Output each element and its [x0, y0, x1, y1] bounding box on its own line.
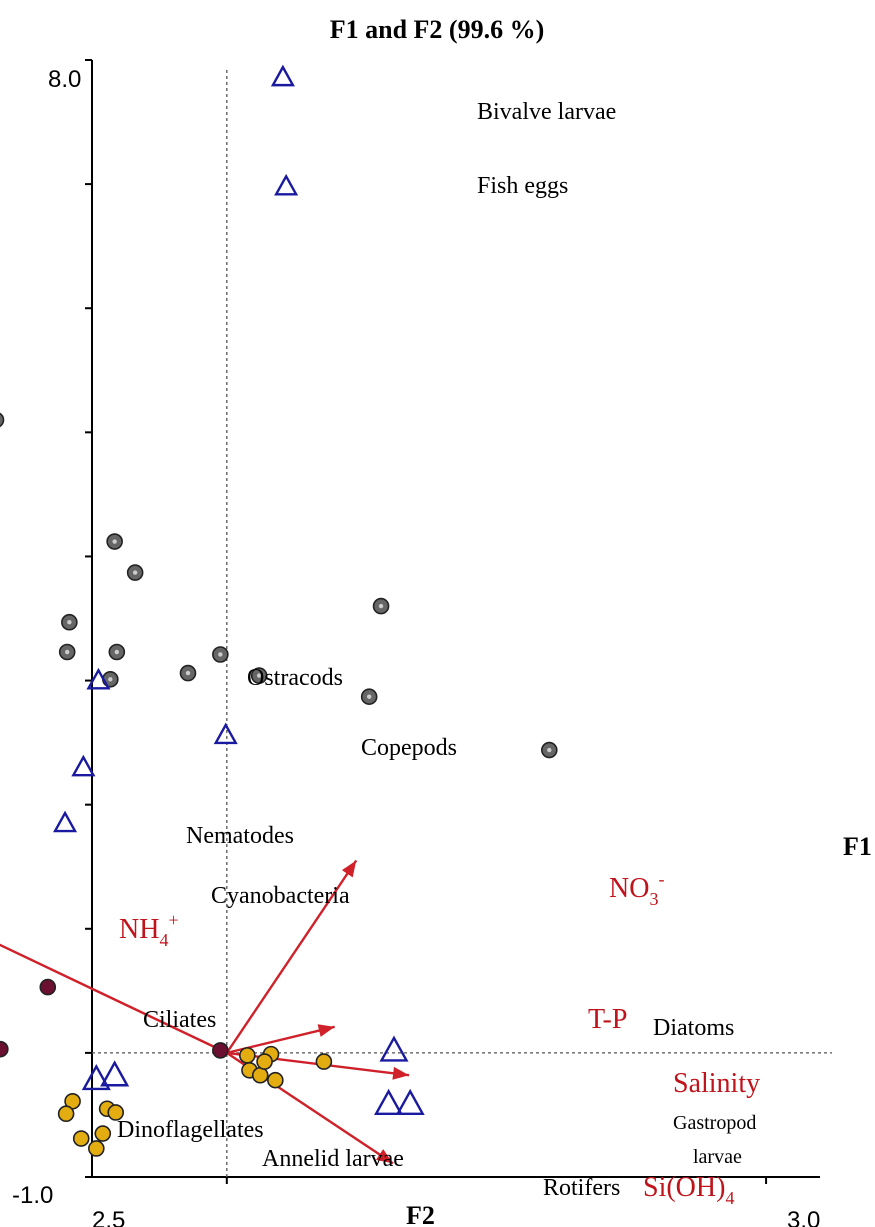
labels: Bivalve larvae Fish eggs Ostracods Copepods…: [117, 99, 760, 1208]
site-point-yellow: [72, 1130, 90, 1147]
species-marker-triangle: [52, 810, 78, 833]
site-point-highlight: [132, 570, 138, 575]
site-point-yellow: [251, 1066, 269, 1084]
vector-arrowhead: [341, 860, 357, 878]
species-marker-triangle: [395, 1088, 425, 1115]
site-point-maroon: [0, 1040, 9, 1058]
site-point-yellow: [239, 1047, 256, 1064]
site-point-maroon: [212, 1042, 229, 1059]
site-point-highlight: [185, 670, 191, 676]
species-marker-triangle: [86, 667, 111, 690]
site-point-highlight: [64, 649, 70, 655]
vector-arrowhead: [317, 1024, 335, 1037]
site-point-yellow: [107, 1104, 125, 1121]
species-marker-triangle: [81, 1063, 111, 1091]
vector-no3: [225, 859, 358, 1054]
site-points: [0, 412, 558, 1157]
site-point-highlight: [108, 677, 113, 682]
species-label: Dinoflagellates: [117, 1117, 264, 1143]
zero-lines: [92, 70, 832, 1177]
species-label: Copepods: [361, 735, 457, 761]
env-label-no3: NO3-: [609, 869, 664, 909]
species-label: Rotifers: [543, 1175, 620, 1201]
axis-ticks: [85, 59, 768, 1184]
env-label-sioh4: Si(OH)4: [643, 1172, 734, 1208]
site-point-yellow: [88, 1140, 105, 1157]
site-point-highlight: [114, 649, 120, 655]
vector-arrowhead: [375, 1149, 393, 1164]
site-point-highlight: [366, 694, 372, 699]
species-marker-triangle: [379, 1035, 409, 1062]
site-point-yellow: [57, 1105, 75, 1123]
site-point-yellow: [256, 1053, 273, 1070]
species-marker-triangle: [274, 173, 299, 196]
site-point-highlight: [256, 673, 262, 678]
species-marker-triangle: [374, 1088, 404, 1115]
y-axis-title: F2: [406, 1201, 435, 1227]
species-label: Nematodes: [186, 823, 294, 849]
x-tick-label-right: 3.0: [787, 1207, 820, 1227]
site-point-maroon: [39, 978, 57, 996]
species-label: Cyanobacteria: [211, 883, 350, 909]
site-point-highlight: [378, 603, 384, 609]
x-tick-label-left: 2.5: [92, 1207, 125, 1227]
vector-arrowhead: [392, 1066, 410, 1080]
species-label: Ciliates: [143, 1007, 216, 1033]
species-markers: [52, 64, 425, 1115]
species-label: Annelid larvae: [262, 1146, 404, 1172]
site-point-yellow: [94, 1125, 112, 1142]
env-label-salinity: Salinity: [673, 1068, 760, 1099]
y-tick-label-bottom: -1.0: [12, 1182, 53, 1209]
species-label: Diatoms: [653, 1015, 734, 1041]
species-marker-triangle: [100, 1060, 130, 1087]
site-point-yellow: [267, 1071, 284, 1089]
y-tick-label-top: 8.0: [48, 66, 81, 93]
site-point-highlight: [112, 539, 117, 544]
env-label-nh4: NH4+: [119, 910, 179, 950]
plot-frame: [91, 60, 820, 1178]
vector-nh4: [0, 943, 228, 1054]
species-label: Bivalve larvae: [477, 99, 616, 125]
species-marker-triangle: [71, 754, 96, 777]
species-marker-triangle: [213, 722, 238, 745]
site-point-yellow: [315, 1053, 333, 1070]
site-point-gray: [0, 412, 5, 428]
chart-title: F1 and F2 (99.6 %): [330, 15, 545, 44]
site-point-highlight: [67, 620, 72, 625]
x-axis-title: F1: [843, 832, 872, 861]
site-point-highlight: [218, 652, 223, 657]
species-label: larvae: [693, 1146, 742, 1168]
env-label-tp: T-P: [588, 1004, 627, 1035]
species-marker-triangle: [270, 64, 295, 87]
species-label: Gastropod: [673, 1112, 756, 1134]
site-point-highlight: [547, 747, 552, 753]
species-label: Fish eggs: [477, 173, 568, 199]
species-label: Ostracods: [247, 665, 343, 691]
